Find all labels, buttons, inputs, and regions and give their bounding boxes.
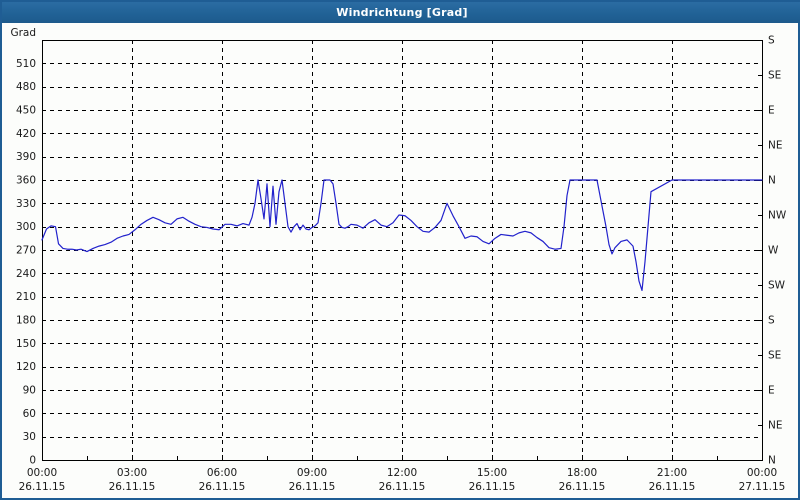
x-axis-time-label: 00:00 (27, 467, 57, 479)
y-axis-tick-label: 30 (23, 431, 36, 443)
y-axis-tick-label: 480 (16, 81, 36, 93)
wind-direction-line-chart: 0 30 60 90 120 150 180 210 240 270 300 330 360 390 420… (10, 27, 787, 493)
y-axis-tick-label: 0 (29, 455, 36, 467)
y-axis-tick-label: 270 (16, 245, 36, 257)
x-axis-date-label: 26.11.15 (199, 481, 246, 493)
y-axis-unit-label-group: Grad (10, 27, 36, 39)
y-axis-tick-label: 240 (16, 268, 36, 280)
y2-axis-compass-label: E (768, 105, 775, 117)
y-axis-tick-label: 360 (16, 175, 36, 187)
page-title: Windrichtung [Grad] (336, 6, 468, 19)
y2-axis-compass-label: E (768, 385, 775, 397)
y2-axis-compass-label: N (768, 175, 776, 187)
x-axis-date-label: 26.11.15 (109, 481, 156, 493)
y2-axis-compass-label: W (768, 245, 779, 257)
x-axis-labels-group: 00:00 26.11.15 03:00 26.11.15 06:00 26.11.15 0… (19, 467, 786, 493)
grid-lines-group (42, 40, 762, 460)
x-axis-time-label: 06:00 (207, 467, 237, 479)
y-axis-tick-label: 180 (16, 315, 36, 327)
x-axis-date-label: 26.11.15 (469, 481, 516, 493)
y2-axis-compass-label: S (768, 35, 775, 47)
x-axis-date-label: 26.11.15 (289, 481, 336, 493)
chart-plot-area: 0 30 60 90 120 150 180 210 240 270 300 330 360 390 420… (2, 23, 798, 498)
y-axis-tick-label: 510 (16, 58, 36, 70)
x-axis-time-label: 03:00 (117, 467, 147, 479)
series-wind-direction (41, 179, 763, 292)
y-axis-tick-label: 60 (23, 408, 36, 420)
y2-axis-compass-label: S (768, 315, 775, 327)
y-axis-tick-label: 120 (16, 361, 36, 373)
x-axis-time-label: 21:00 (657, 467, 687, 479)
x-axis-date-label: 26.11.15 (379, 481, 426, 493)
window-title-bar: Windrichtung [Grad] (2, 2, 800, 23)
y2-axis-compass-label: NE (768, 140, 783, 152)
y2-axis-compass-label: SW (768, 280, 786, 292)
x-axis-time-label: 09:00 (297, 467, 327, 479)
y2-axis-compass-label: SE (768, 350, 781, 362)
x-axis-time-label: 18:00 (567, 467, 597, 479)
y-axis-labels-group: 0 30 60 90 120 150 180 210 240 270 300 330 360 390 420… (16, 58, 36, 467)
y2-axis-compass-label: NE (768, 420, 783, 432)
x-axis-time-label: 12:00 (387, 467, 417, 479)
x-axis-time-label: 00:00 (747, 467, 777, 479)
y-axis-tick-label: 330 (16, 198, 36, 210)
y-axis-unit-label: Grad (10, 27, 36, 39)
x-axis-time-label: 15:00 (477, 467, 507, 479)
data-series-group (41, 179, 763, 292)
y2-axis-compass-label: SE (768, 70, 781, 82)
x-axis-date-label: 27.11.15 (739, 481, 786, 493)
y2-axis-compass-label: NW (768, 210, 787, 222)
plot-frame (42, 40, 763, 461)
axis-frame-group (42, 40, 763, 461)
x-axis-date-label: 26.11.15 (649, 481, 696, 493)
y2-axis-labels-group: N NE E SE S SW W NW N NE E SE S (768, 35, 787, 467)
y-axis-tick-label: 300 (16, 221, 36, 233)
y2-axis-compass-label: N (768, 455, 776, 467)
y-axis-tick-label: 150 (16, 338, 36, 350)
y-axis-tick-label: 450 (16, 105, 36, 117)
y-axis-tick-label: 420 (16, 128, 36, 140)
x-axis-date-label: 26.11.15 (559, 481, 606, 493)
y-axis-tick-label: 390 (16, 151, 36, 163)
y-axis-tick-label: 90 (23, 385, 36, 397)
y-axis-tick-label: 210 (16, 291, 36, 303)
x-axis-date-label: 26.11.15 (19, 481, 66, 493)
